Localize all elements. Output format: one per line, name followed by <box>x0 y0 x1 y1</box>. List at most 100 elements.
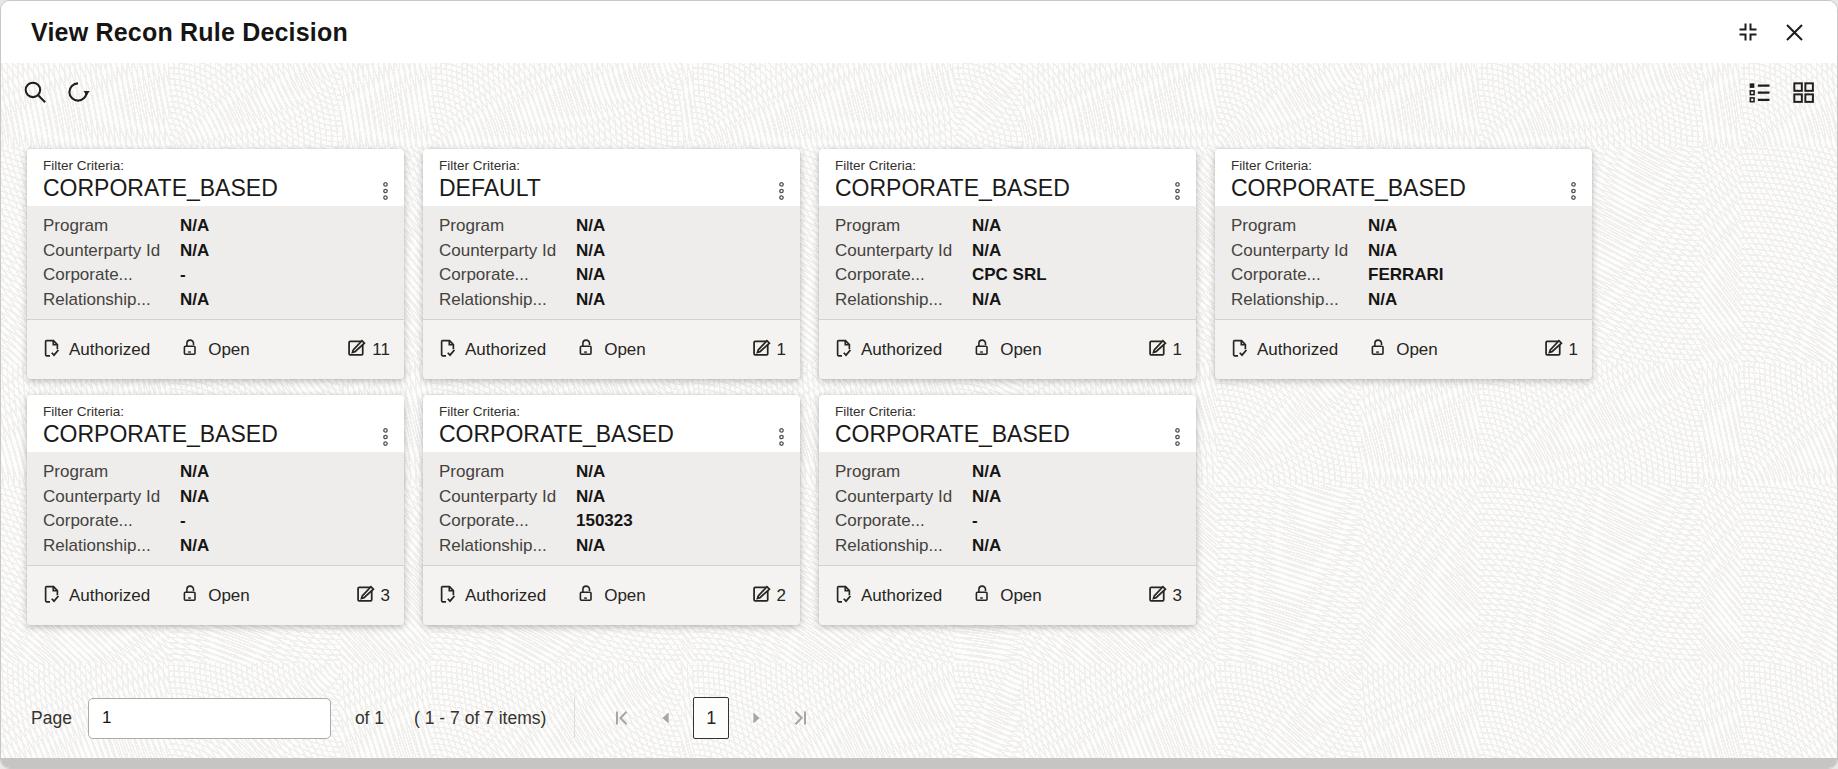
list-view-icon[interactable] <box>1747 80 1772 105</box>
recon-rule-card[interactable]: Filter Criteria: CORPORATE_BASED Program… <box>27 395 404 625</box>
grid-view-icon[interactable] <box>1791 80 1816 105</box>
card-title: CORPORATE_BASED <box>835 174 1156 202</box>
current-page[interactable]: 1 <box>693 697 729 739</box>
field-row: Relationship... N/A <box>835 534 1180 559</box>
authorization-status-label: Authorized <box>69 586 150 606</box>
kebab-menu-icon[interactable] <box>377 177 394 205</box>
search-icon[interactable] <box>22 79 49 106</box>
recon-rule-card[interactable]: Filter Criteria: DEFAULT Program N/A Cou… <box>423 149 800 379</box>
field-label: Counterparty Id <box>439 239 576 264</box>
field-row: Counterparty Id N/A <box>1231 239 1576 264</box>
field-row: Counterparty Id N/A <box>835 239 1180 264</box>
edit-count-value: 1 <box>777 340 786 360</box>
card-footer: Authorized Open <box>819 565 1196 625</box>
kebab-menu-icon[interactable] <box>377 423 394 451</box>
items-range-label: ( 1 - 7 of 7 items) <box>414 708 546 729</box>
field-value: N/A <box>576 263 605 288</box>
document-check-icon <box>437 337 458 363</box>
field-label: Counterparty Id <box>835 239 972 264</box>
card-details: Program N/A Counterparty Id N/A Corporat… <box>423 206 800 319</box>
kebab-menu-icon[interactable] <box>773 177 790 205</box>
edit-count-value: 3 <box>1173 586 1182 606</box>
record-status: Open <box>157 583 273 609</box>
view-toggle-group <box>1747 80 1816 105</box>
view-recon-rule-decision-dialog: View Recon Rule Decision <box>0 0 1838 769</box>
field-value: N/A <box>972 485 1001 510</box>
field-label: Program <box>439 460 576 485</box>
field-value: N/A <box>972 460 1001 485</box>
next-page-icon[interactable] <box>750 710 764 726</box>
refresh-icon[interactable] <box>64 78 92 106</box>
kebab-menu-icon[interactable] <box>773 423 790 451</box>
field-row: Program N/A <box>43 214 388 239</box>
field-label: Relationship... <box>1231 288 1368 313</box>
authorization-status-label: Authorized <box>465 586 546 606</box>
titlebar-actions <box>1736 20 1805 44</box>
field-row: Counterparty Id N/A <box>43 485 388 510</box>
unlocked-padlock-icon <box>577 337 597 363</box>
toolbar <box>1 63 1837 121</box>
page-input[interactable] <box>88 698 331 739</box>
field-label: Program <box>43 214 180 239</box>
field-label: Corporate... <box>1231 263 1368 288</box>
page-title: View Recon Rule Decision <box>31 18 348 47</box>
card-title: DEFAULT <box>439 174 760 202</box>
recon-rule-card[interactable]: Filter Criteria: CORPORATE_BASED Program… <box>27 149 404 379</box>
edit-count: 3 <box>274 582 390 609</box>
last-page-icon[interactable] <box>790 708 810 728</box>
recon-rule-card[interactable]: Filter Criteria: CORPORATE_BASED Program… <box>1215 149 1592 379</box>
card-header: Filter Criteria: CORPORATE_BASED <box>1215 149 1592 206</box>
field-label: Relationship... <box>43 288 180 313</box>
record-status-label: Open <box>1000 340 1042 360</box>
edit-count-value: 2 <box>777 586 786 606</box>
close-icon[interactable] <box>1784 22 1805 43</box>
edit-count-value: 11 <box>372 340 390 360</box>
field-row: Counterparty Id N/A <box>439 239 784 264</box>
field-value: - <box>972 509 978 534</box>
authorization-status-label: Authorized <box>861 340 942 360</box>
record-status: Open <box>553 337 669 363</box>
field-label: Corporate... <box>439 509 576 534</box>
field-row: Program N/A <box>43 460 388 485</box>
field-value: N/A <box>1368 239 1397 264</box>
content-area: Filter Criteria: CORPORATE_BASED Program… <box>1 63 1837 758</box>
field-label: Relationship... <box>439 534 576 559</box>
kebab-menu-icon[interactable] <box>1169 423 1186 451</box>
field-label: Relationship... <box>835 288 972 313</box>
edit-count: 2 <box>670 582 786 609</box>
first-page-icon[interactable] <box>612 708 632 728</box>
collapse-icon[interactable] <box>1736 20 1760 44</box>
card-details: Program N/A Counterparty Id N/A Corporat… <box>819 206 1196 319</box>
unlocked-padlock-icon <box>577 583 597 609</box>
card-header: Filter Criteria: CORPORATE_BASED <box>819 149 1196 206</box>
previous-page-icon[interactable] <box>658 710 672 726</box>
card-footer: Authorized Open <box>423 319 800 379</box>
field-label: Program <box>439 214 576 239</box>
card-details: Program N/A Counterparty Id N/A Corporat… <box>1215 206 1592 319</box>
card-header: Filter Criteria: CORPORATE_BASED <box>27 149 404 206</box>
edit-count-value: 1 <box>1569 340 1578 360</box>
field-row: Relationship... N/A <box>43 288 388 313</box>
field-label: Corporate... <box>835 509 972 534</box>
field-row: Corporate... - <box>43 263 388 288</box>
kebab-menu-icon[interactable] <box>1565 177 1582 205</box>
field-row: Counterparty Id N/A <box>43 239 388 264</box>
field-label: Program <box>835 460 972 485</box>
edit-icon <box>1147 336 1169 363</box>
recon-rule-card[interactable]: Filter Criteria: CORPORATE_BASED Program… <box>423 395 800 625</box>
page-label: Page <box>31 708 72 729</box>
record-status-label: Open <box>604 586 646 606</box>
field-label: Counterparty Id <box>43 485 180 510</box>
authorization-status: Authorized <box>833 337 949 363</box>
recon-rule-card[interactable]: Filter Criteria: CORPORATE_BASED Program… <box>819 149 1196 379</box>
authorization-status: Authorized <box>437 583 553 609</box>
authorization-status: Authorized <box>833 583 949 609</box>
document-check-icon <box>437 583 458 609</box>
kebab-menu-icon[interactable] <box>1169 177 1186 205</box>
card-title: CORPORATE_BASED <box>1231 174 1552 202</box>
card-footer: Authorized Open <box>1215 319 1592 379</box>
authorization-status-label: Authorized <box>465 340 546 360</box>
recon-rule-card[interactable]: Filter Criteria: CORPORATE_BASED Program… <box>819 395 1196 625</box>
field-row: Corporate... - <box>835 509 1180 534</box>
authorization-status: Authorized <box>437 337 553 363</box>
